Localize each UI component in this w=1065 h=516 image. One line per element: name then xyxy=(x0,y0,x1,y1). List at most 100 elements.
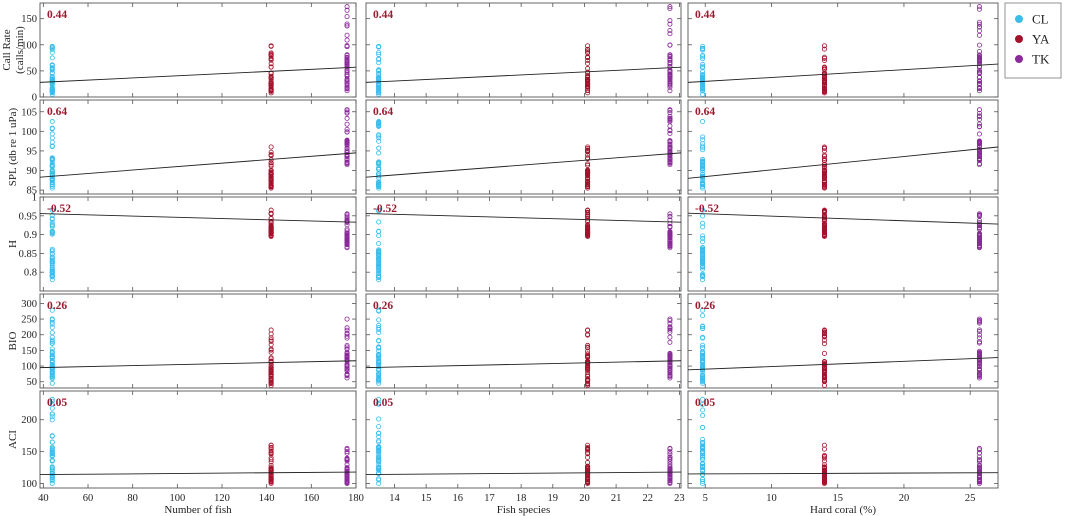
point-cl xyxy=(376,325,382,331)
point-cl xyxy=(700,251,706,257)
point-ya xyxy=(821,184,827,190)
point-ya xyxy=(268,380,274,386)
panel-frame xyxy=(687,196,999,292)
point-cl xyxy=(700,43,706,49)
trend-line xyxy=(365,152,682,178)
point-ya xyxy=(821,374,827,380)
panel-r3-c1: 0.26 xyxy=(365,293,682,389)
point-tk xyxy=(344,244,350,250)
point-cl xyxy=(700,372,706,378)
point-tk xyxy=(667,18,673,24)
point-tk xyxy=(344,84,350,90)
point-tk xyxy=(667,157,673,163)
point-ya xyxy=(268,178,274,184)
point-cl xyxy=(376,132,382,138)
point-ya xyxy=(268,232,274,238)
x-tick-label: 15 xyxy=(832,493,843,504)
trend-line xyxy=(39,66,357,83)
point-cl xyxy=(376,317,382,323)
legend-marker-cl xyxy=(1015,15,1023,23)
y-tick-label: 150 xyxy=(21,447,37,458)
point-ya xyxy=(585,342,591,348)
point-tk xyxy=(976,332,982,338)
point-cl xyxy=(49,119,55,125)
point-tk xyxy=(667,214,673,220)
point-cl xyxy=(376,447,382,453)
point-cl xyxy=(700,235,706,241)
point-tk xyxy=(344,344,350,350)
point-cl xyxy=(49,334,55,340)
point-cl xyxy=(376,430,382,436)
y-tick-label: 100 xyxy=(21,479,37,490)
point-ya xyxy=(268,346,274,352)
legend-label-ya: YA xyxy=(1032,32,1050,47)
x-tick-label: 160 xyxy=(303,493,319,504)
point-tk xyxy=(976,32,982,38)
correlation-label: 0.64 xyxy=(695,106,715,118)
point-cl xyxy=(700,375,706,381)
y-tick-label: 50 xyxy=(27,66,38,77)
panel-r1-c0: 85 90 95 100 105 0.64 xyxy=(21,99,357,197)
point-cl xyxy=(49,66,55,72)
point-ya xyxy=(268,172,274,178)
point-tk xyxy=(667,42,673,48)
point-cl xyxy=(700,456,706,462)
point-ya xyxy=(268,52,274,58)
point-cl xyxy=(49,44,55,50)
point-tk xyxy=(667,116,673,122)
point-tk xyxy=(667,118,673,124)
point-cl xyxy=(376,358,382,364)
point-cl xyxy=(700,349,706,355)
point-ya xyxy=(268,442,274,448)
point-ya xyxy=(268,144,274,150)
point-tk xyxy=(667,327,673,333)
point-ya xyxy=(821,464,827,470)
point-cl xyxy=(700,464,706,470)
point-cl xyxy=(700,313,706,319)
point-tk xyxy=(344,14,350,20)
point-ya xyxy=(268,467,274,473)
point-cl xyxy=(49,162,55,168)
point-tk xyxy=(344,368,350,374)
point-ya xyxy=(585,344,591,350)
point-tk xyxy=(667,240,673,246)
trend-line xyxy=(365,66,682,83)
point-ya xyxy=(268,160,274,166)
trend-line xyxy=(39,471,357,476)
point-tk xyxy=(344,43,350,49)
point-ya xyxy=(268,223,274,229)
legend-box xyxy=(1004,2,1062,79)
point-ya xyxy=(821,458,827,464)
point-tk xyxy=(344,450,350,456)
point-ya xyxy=(268,210,274,216)
y-tick-label: 90 xyxy=(27,166,38,177)
y-tick-label: 300 xyxy=(21,299,37,310)
point-cl xyxy=(700,145,706,151)
point-cl xyxy=(700,466,706,472)
point-cl xyxy=(700,63,706,69)
point-cl xyxy=(700,357,706,363)
point-tk xyxy=(667,370,673,376)
point-cl xyxy=(700,454,706,460)
point-tk xyxy=(344,363,350,369)
x-tick-label: 180 xyxy=(348,493,364,504)
point-cl xyxy=(700,54,706,60)
point-cl xyxy=(376,150,382,156)
point-cl xyxy=(700,119,706,125)
y-axis-label: SPL (db re 1 uPa) xyxy=(7,107,19,186)
point-tk xyxy=(667,21,673,27)
point-ya xyxy=(268,181,274,187)
point-ya xyxy=(585,161,591,167)
point-ya xyxy=(268,183,274,189)
point-cl xyxy=(49,470,55,476)
point-tk xyxy=(344,330,350,336)
point-tk xyxy=(344,213,350,219)
y-tick-label: 150 xyxy=(21,14,37,25)
x-tick-label: 120 xyxy=(214,493,230,504)
point-cl xyxy=(700,84,706,90)
point-tk xyxy=(667,162,673,168)
point-tk xyxy=(976,107,982,113)
point-ya xyxy=(821,72,827,78)
point-tk xyxy=(344,352,350,358)
point-tk xyxy=(667,31,673,37)
